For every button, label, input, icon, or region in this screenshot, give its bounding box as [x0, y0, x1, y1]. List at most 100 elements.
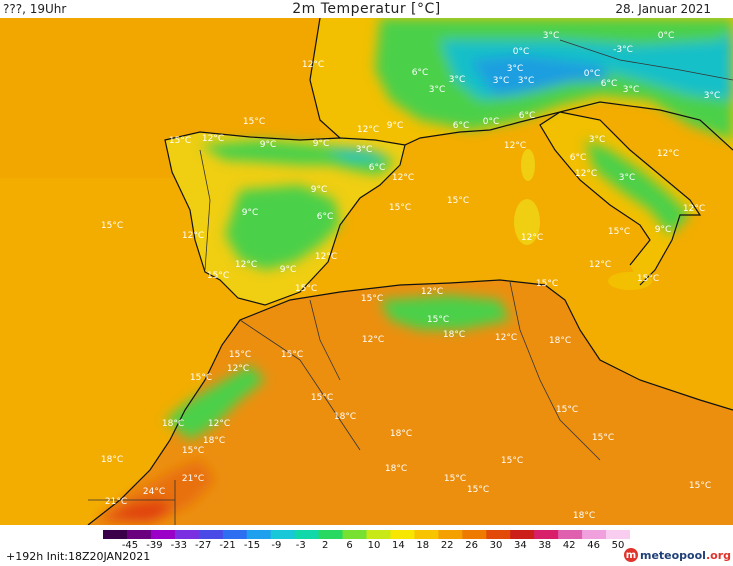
- temperature-label: 12°C: [357, 125, 379, 135]
- temperature-label: 12°C: [227, 364, 249, 374]
- temperature-label: 15°C: [536, 279, 558, 289]
- logo-text: meteopool.org: [640, 549, 731, 562]
- temperature-label: 18°C: [573, 511, 595, 521]
- temperature-label: 18°C: [334, 412, 356, 422]
- temperature-label: 3°C: [543, 31, 560, 41]
- legend-color-cell: [390, 530, 415, 539]
- temperature-label: 6°C: [412, 68, 429, 78]
- temperature-label: 15°C: [556, 405, 578, 415]
- temperature-label: 15°C: [501, 456, 523, 466]
- temperature-label: 15°C: [361, 294, 383, 304]
- temperature-label: 3°C: [493, 76, 510, 86]
- temperature-label: 9°C: [313, 139, 330, 149]
- temperature-label: 3°C: [507, 64, 524, 74]
- temperature-label: 15°C: [637, 274, 659, 284]
- temperature-label: 3°C: [356, 145, 373, 155]
- temperature-label: 6°C: [317, 212, 334, 222]
- temperature-label: 12°C: [315, 252, 337, 262]
- temperature-label: 12°C: [182, 231, 204, 241]
- legend-tick-label: -15: [243, 540, 261, 551]
- temperature-label: 18°C: [390, 429, 412, 439]
- temperature-label: 15°C: [229, 350, 251, 360]
- corsica-island: [521, 149, 535, 181]
- temperature-label: 15°C: [182, 446, 204, 456]
- legend-color-cell: [246, 530, 272, 539]
- sardinia-island: [514, 199, 540, 245]
- temperature-label: 15°C: [592, 433, 614, 443]
- legend-color-cell: [582, 530, 607, 539]
- legend-color-cell: [126, 530, 152, 539]
- temperature-label: 18°C: [385, 464, 407, 474]
- cold-temperature-areas: [165, 18, 733, 440]
- temperature-label: 3°C: [449, 75, 466, 85]
- temperature-label: 15°C: [243, 117, 265, 127]
- legend-tick-label: -27: [195, 540, 212, 551]
- legend-color-cell: [414, 530, 439, 539]
- legend-color-cell: [198, 530, 224, 539]
- temperature-label: 0°C: [513, 47, 530, 57]
- temperature-label: 15°C: [608, 227, 630, 237]
- forecast-date: 28. Januar 2021: [615, 2, 711, 16]
- temperature-label: 12°C: [362, 335, 384, 345]
- temperature-label: 12°C: [495, 333, 517, 343]
- temperature-label: 12°C: [421, 287, 443, 297]
- temperature-label: 6°C: [601, 79, 618, 89]
- temperature-label: 18°C: [549, 336, 571, 346]
- legend-tick-label: 26: [465, 540, 478, 551]
- legend-color-cell: [318, 530, 344, 539]
- temperature-label: 3°C: [429, 85, 446, 95]
- temperature-label: 18°C: [162, 419, 184, 429]
- legend-tick-label: 6: [346, 540, 353, 551]
- legend-tick-label: 38: [538, 540, 552, 551]
- logo-name: meteopool: [639, 548, 706, 562]
- sicily-island: [608, 272, 652, 290]
- temperature-label: 12°C: [575, 169, 597, 179]
- temperature-label: 18°C: [101, 455, 123, 465]
- temperature-label: 18°C: [443, 330, 465, 340]
- legend-color-cell: [510, 530, 535, 539]
- temperature-label: 12°C: [302, 60, 324, 70]
- legend-color-cell: [150, 530, 176, 539]
- temperature-label: 15°C: [207, 271, 229, 281]
- meteopool-logo: m meteopool.org: [623, 546, 731, 564]
- temperature-label: 12°C: [589, 260, 611, 270]
- temperature-label: 12°C: [202, 134, 224, 144]
- map-header: ???, 19Uhr 2m Temperatur [°C] 28. Januar…: [0, 0, 733, 18]
- legend-color-cell: [366, 530, 391, 539]
- temperature-label: 15°C: [427, 315, 449, 325]
- temperature-label: 6°C: [369, 163, 386, 173]
- temperature-label: 12°C: [521, 233, 543, 243]
- temperature-label: 12°C: [208, 419, 230, 429]
- temperature-label: 6°C: [570, 153, 587, 163]
- temperature-label: 0°C: [658, 31, 675, 41]
- temperature-label: 9°C: [242, 208, 259, 218]
- temperature-label: 9°C: [655, 225, 672, 235]
- warm-temperature-areas: [95, 460, 215, 522]
- legend-tick-label: -33: [170, 540, 187, 551]
- legend-tick-label: -21: [219, 540, 236, 551]
- legend-color-cell: [222, 530, 248, 539]
- temperature-map: 12°C 15°C 15°C 12°C 9°C 9°C 3°C 12°C 9°C 6°C 12°C 9…: [0, 18, 733, 525]
- temperature-label: 15°C: [447, 196, 469, 206]
- temperature-label: 15°C: [190, 373, 212, 383]
- temperature-label: 15°C: [689, 481, 711, 491]
- temperature-label: 3°C: [518, 76, 535, 86]
- legend-tick-label: -45: [121, 540, 139, 551]
- temperature-label: 9°C: [260, 140, 277, 150]
- temperature-label: 12°C: [504, 141, 526, 151]
- legend-color-cell: [103, 530, 128, 539]
- temperature-label: 24°C: [143, 487, 165, 497]
- legend-color-cell: [270, 530, 296, 539]
- legend-color-cell: [342, 530, 367, 539]
- init-info: +192h Init:18Z20JAN2021: [6, 550, 151, 563]
- legend-tick-label: 10: [367, 540, 381, 551]
- temperature-labels: 12°C 15°C 15°C 12°C 9°C 9°C 3°C 12°C 9°C 6°C 12°C 9…: [101, 31, 720, 521]
- logo-tld: .org: [705, 548, 731, 562]
- temperature-label: 3°C: [619, 173, 636, 183]
- temperature-label: 0°C: [584, 69, 601, 79]
- forecast-day-time: ???, 19Uhr: [3, 2, 67, 16]
- temperature-label: 15°C: [444, 474, 466, 484]
- legend-color-cell: [438, 530, 463, 539]
- legend-tick-label: 34: [514, 540, 527, 551]
- legend-color-cell: [558, 530, 583, 539]
